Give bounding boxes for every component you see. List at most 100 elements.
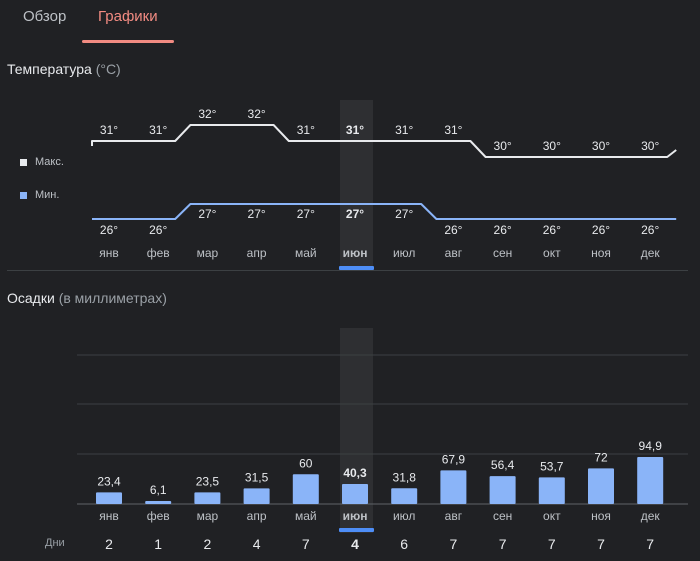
precipitation-bar (96, 492, 122, 504)
min-temp-label: 26° (444, 223, 462, 237)
precipitation-bar (194, 492, 221, 504)
max-temp-label: 31° (395, 123, 413, 137)
selected-month-indicator-temperature (339, 266, 374, 270)
temperature-month-label: июн (343, 246, 368, 260)
selected-month-highlight-temperature (340, 100, 373, 270)
tab-overview[interactable]: Обзор (23, 8, 67, 25)
precipitation-bar (538, 477, 565, 504)
precipitation-bar (588, 468, 614, 504)
precipitation-month-label: авг (445, 509, 463, 523)
max-temp-label: 31° (444, 123, 462, 137)
precipitation-month-label: фев (147, 509, 170, 523)
precipitation-bar (243, 488, 270, 504)
max-temp-label: 30° (494, 139, 512, 153)
max-temp-label: 30° (543, 139, 561, 153)
min-temp-label: 26° (100, 223, 118, 237)
legend-min-swatch (20, 191, 27, 199)
precipitation-bar (342, 484, 368, 504)
precipitation-value-label: 31,8 (393, 470, 417, 484)
precipitation-value-label: 23,5 (196, 474, 220, 488)
legend-max-swatch (20, 158, 27, 166)
legend-max-label: Макс. (35, 156, 64, 168)
precipitation-value-label: 31,5 (245, 470, 269, 484)
min-temp-label: 26° (494, 223, 512, 237)
temperature-month-label: мар (197, 246, 219, 260)
rain-days-value: 7 (646, 536, 654, 552)
precipitation-month-label: мар (197, 509, 219, 523)
min-temp-label: 26° (592, 223, 610, 237)
precipitation-value-label: 67,9 (442, 452, 466, 466)
precipitation-value-label: 56,4 (491, 458, 515, 472)
precipitation-month-label: сен (493, 509, 512, 523)
min-temp-label: 27° (248, 207, 266, 221)
precipitation-value-label: 60 (299, 456, 313, 470)
min-temp-label: 27° (395, 207, 413, 221)
min-temp-label: 26° (543, 223, 561, 237)
temperature-month-label: авг (445, 246, 463, 260)
temperature-month-label: июл (393, 246, 415, 260)
max-temp-label: 32° (248, 107, 266, 121)
temperature-month-label: сен (493, 246, 512, 260)
tab-charts[interactable]: Графики (98, 8, 158, 25)
precipitation-value-label: 6,1 (150, 483, 167, 497)
temperature-month-label: янв (99, 246, 119, 260)
rain-days-value: 4 (253, 536, 261, 552)
max-temp-label: 30° (641, 139, 659, 153)
rain-days-value: 2 (105, 536, 113, 552)
legend-min-label: Мин. (35, 189, 60, 201)
precipitation-bar (489, 476, 516, 504)
precipitation-month-label: ноя (591, 509, 611, 523)
days-label: Дни (45, 537, 65, 549)
rain-days-value: 7 (499, 536, 507, 552)
precipitation-month-label: июн (343, 509, 368, 523)
precipitation-month-label: дек (641, 509, 661, 523)
precipitation-month-label: янв (99, 509, 119, 523)
tab-bar: Обзор Графики (0, 0, 700, 44)
precipitation-value-label: 40,3 (343, 466, 367, 480)
precipitation-value-label: 53,7 (540, 459, 564, 473)
precipitation-bar (637, 457, 664, 504)
legend-max[interactable]: Макс. (20, 156, 64, 168)
precipitation-unit: (в миллиметрах) (58, 290, 167, 306)
min-temp-label: 26° (641, 223, 659, 237)
precipitation-bar (391, 488, 418, 504)
temperature-month-label: апр (247, 246, 267, 260)
precipitation-month-label: окт (543, 509, 561, 523)
precipitation-bar (440, 470, 467, 504)
max-temp-label: 31° (100, 123, 118, 137)
max-temp-label: 32° (198, 107, 216, 121)
max-temp-label: 31° (297, 123, 315, 137)
rain-days-value: 1 (154, 536, 162, 552)
precipitation-value-label: 72 (594, 450, 608, 464)
temperature-month-label: май (295, 246, 317, 260)
temperature-month-label: дек (641, 246, 661, 260)
precipitation-title-text: Осадки (7, 290, 55, 306)
precipitation-bar (145, 500, 172, 504)
temperature-month-label: окт (543, 246, 561, 260)
rain-days-value: 4 (351, 536, 359, 552)
temperature-month-label: ноя (591, 246, 611, 260)
precipitation-month-label: июл (393, 509, 415, 523)
precipitation-month-label: апр (247, 509, 267, 523)
section-divider (7, 270, 688, 271)
temperature-title: Температура (°C) (7, 61, 121, 77)
precipitation-value-label: 23,4 (97, 474, 121, 488)
legend-min[interactable]: Мин. (20, 189, 59, 201)
rain-days-value: 7 (597, 536, 605, 552)
temperature-month-label: фев (147, 246, 170, 260)
precipitation-title: Осадки (в миллиметрах) (7, 290, 167, 306)
max-temperature-line (91, 124, 677, 158)
rain-days-value: 7 (450, 536, 458, 552)
precipitation-month-label: май (295, 509, 317, 523)
precipitation-bar (292, 474, 319, 504)
min-temp-label: 26° (149, 223, 167, 237)
max-temp-label: 30° (592, 139, 610, 153)
precipitation-value-label: 94,9 (639, 439, 663, 453)
active-tab-indicator (82, 40, 174, 43)
temperature-unit: (°C) (95, 61, 121, 77)
temperature-title-text: Температура (7, 61, 92, 77)
max-temp-label: 31° (149, 123, 167, 137)
rain-days-value: 6 (400, 536, 408, 552)
min-temp-label: 27° (198, 207, 216, 221)
